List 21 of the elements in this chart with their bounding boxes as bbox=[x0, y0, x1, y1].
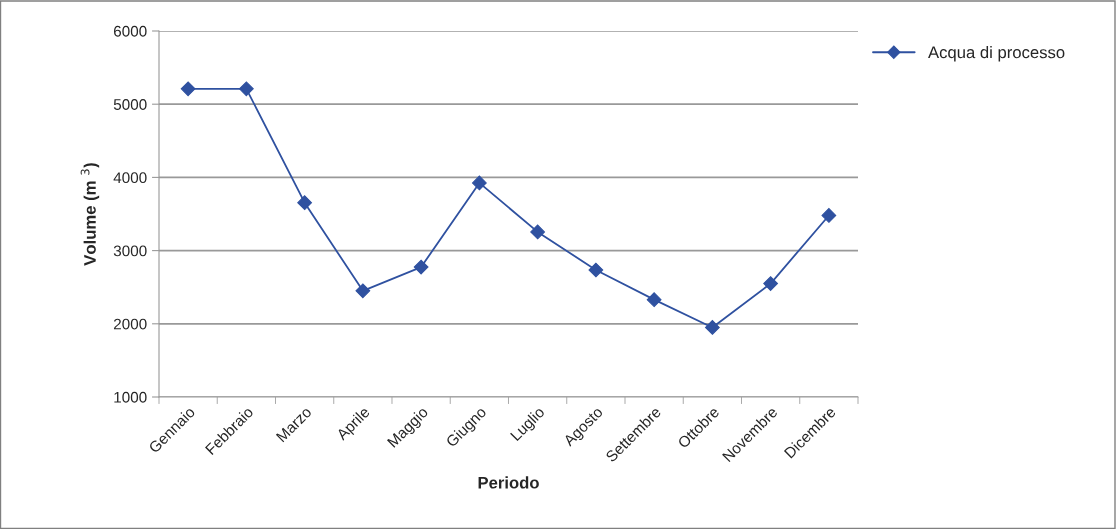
point bbox=[413, 259, 429, 275]
point bbox=[821, 208, 837, 223]
x-axis-title: Periodo bbox=[478, 476, 539, 489]
point bbox=[180, 81, 196, 97]
y-tick-label: 5000 bbox=[113, 99, 147, 110]
point bbox=[530, 224, 546, 240]
legend-label: Acqua di processo bbox=[928, 46, 1065, 62]
point bbox=[763, 276, 779, 291]
point bbox=[704, 320, 720, 335]
point bbox=[297, 195, 313, 211]
point bbox=[355, 283, 371, 299]
y-tick-label: 1000 bbox=[114, 391, 147, 403]
y-tick-label: 3000 bbox=[113, 245, 147, 257]
point bbox=[238, 81, 254, 97]
y-tick-label: 4000 bbox=[113, 172, 147, 184]
y-tick-label: 6000 bbox=[113, 25, 147, 37]
point bbox=[588, 262, 604, 278]
point bbox=[471, 175, 487, 191]
point bbox=[646, 292, 662, 308]
y-axis-title: Volume (m $^{3}$) bbox=[80, 163, 100, 266]
y-tick-label: 2000 bbox=[113, 318, 147, 330]
